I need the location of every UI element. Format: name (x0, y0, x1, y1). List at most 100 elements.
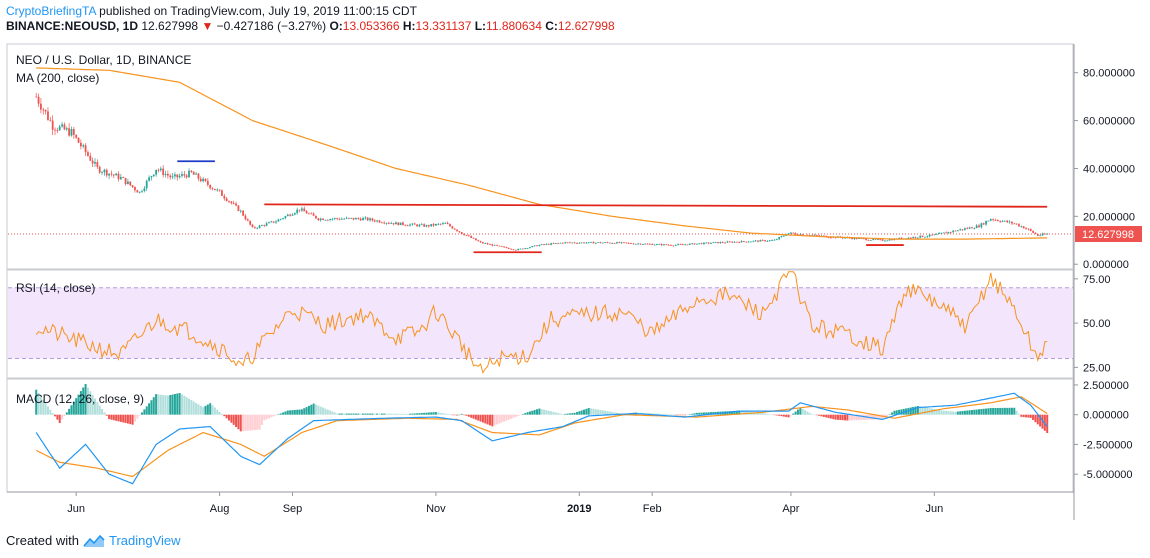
candle-body (72, 129, 75, 135)
candle-body (992, 219, 995, 220)
candle-body (707, 242, 710, 244)
candle-body (1022, 226, 1025, 229)
candle-body (724, 242, 726, 244)
candle-body (517, 248, 520, 251)
candle-body (867, 240, 870, 241)
macd-histogram-bar (935, 409, 938, 415)
candle-body (336, 218, 339, 219)
rsi-y-tick-label: 25.00 (1083, 362, 1111, 374)
candle-body (533, 245, 536, 247)
macd-histogram-bar (526, 412, 529, 415)
candle-body (712, 242, 715, 244)
macd-histogram-bar (169, 395, 172, 415)
macd-histogram-bar (352, 413, 355, 415)
macd-histogram-bar (615, 412, 618, 415)
candle-body (289, 214, 292, 216)
candle-body (406, 225, 409, 227)
macd-histogram-bar (949, 411, 952, 415)
macd-histogram-bar (467, 414, 470, 417)
macd-histogram-bar (848, 414, 851, 421)
candle-body (559, 242, 562, 244)
macd-histogram-bar (93, 398, 96, 415)
macd-histogram-bar (999, 407, 1002, 415)
candle-body (891, 239, 893, 241)
macd-histogram-bar (430, 412, 433, 415)
candle-body (141, 191, 143, 192)
candle-body (61, 124, 63, 127)
macd-histogram-bar (528, 411, 531, 415)
candle-body (928, 234, 931, 237)
candle-body (670, 244, 672, 246)
candle-body (952, 230, 955, 233)
candle-body (578, 242, 581, 244)
macd-histogram-bar (851, 414, 854, 421)
macd-histogram-bar (677, 414, 680, 416)
macd-histogram-bar (818, 414, 821, 416)
macd-histogram-bar (449, 414, 452, 415)
candle-body (646, 243, 649, 245)
macd-histogram-bar (1041, 414, 1044, 429)
candle-body (251, 224, 254, 228)
tradingview-brand[interactable]: TradingView (108, 533, 181, 548)
candle-body (47, 111, 49, 120)
macd-histogram-bar (108, 414, 111, 420)
candle-body (63, 124, 66, 130)
macd-histogram-bar (394, 413, 397, 415)
macd-histogram-bar (731, 411, 734, 415)
macd-histogram-bar (547, 410, 550, 415)
candle-body (192, 172, 195, 175)
macd-histogram-bar (662, 414, 665, 415)
macd-histogram-bar (681, 414, 684, 416)
candle-body (362, 218, 364, 221)
macd-histogram-bar (987, 408, 990, 415)
ma-indicator-label: MA (200, close) (16, 71, 99, 85)
macd-histogram-bar (401, 413, 404, 415)
candle-body (416, 224, 418, 227)
macd-histogram-bar (110, 414, 113, 420)
candle-body (740, 240, 743, 243)
macd-histogram-bar (966, 410, 969, 415)
macd-histogram-bar (211, 405, 214, 415)
macd-histogram-bar (256, 414, 259, 430)
macd-histogram-bar (933, 409, 936, 415)
macd-histogram-bar (35, 389, 38, 415)
candle-body (750, 241, 752, 243)
macd-histogram-bar (63, 414, 66, 416)
candle-body (801, 234, 804, 236)
candle-body (703, 242, 705, 245)
candle-body (884, 240, 886, 242)
macd-histogram-bar (477, 414, 480, 421)
macd-histogram-bar (199, 405, 202, 415)
macd-histogram-bar (72, 401, 75, 415)
candle-body (345, 217, 348, 219)
macd-histogram-bar (272, 414, 275, 417)
candle-body (253, 227, 256, 229)
macd-histogram-bar (608, 411, 611, 415)
macd-histogram-bar (54, 414, 57, 417)
macd-histogram-bar (590, 408, 593, 415)
candle-body (312, 213, 315, 216)
macd-histogram-bar (1036, 414, 1039, 425)
macd-histogram-bar (782, 414, 785, 417)
candle-body (719, 242, 722, 244)
open-label: O: (329, 19, 343, 33)
candle-body (587, 242, 590, 243)
macd-histogram-bar (980, 409, 983, 415)
published-text: published on TradingView.com, July 19, 2… (99, 4, 417, 18)
candle-body (202, 178, 205, 182)
macd-histogram-bar (926, 407, 929, 415)
author-name[interactable]: CryptoBriefingTA (6, 4, 96, 18)
candle-body (124, 177, 127, 185)
candle-body (246, 219, 249, 221)
macd-histogram-bar (324, 408, 327, 415)
macd-histogram-bar (578, 411, 581, 415)
candle-body (157, 169, 160, 171)
macd-histogram-bar (874, 414, 877, 420)
candle-body (409, 224, 411, 226)
macd-histogram-bar (1020, 414, 1023, 417)
candle-body (463, 233, 466, 236)
candle-body (757, 240, 759, 242)
macd-histogram-bar (129, 414, 132, 425)
candle-body (430, 224, 433, 227)
macd-histogram-bar (597, 409, 600, 415)
